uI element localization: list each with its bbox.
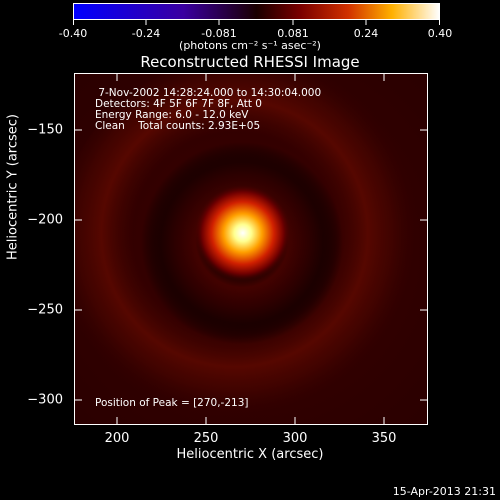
colorbar	[73, 3, 440, 20]
colorbar-tick-label: 0.081	[277, 27, 309, 40]
rhessi-image	[74, 73, 428, 425]
colorbar-units: (photons cm⁻² s⁻¹ asec⁻²)	[179, 39, 321, 52]
annotation-counts: Clean Total counts: 2.93E+05	[95, 120, 261, 132]
x-tick-label: 350	[371, 431, 397, 446]
peak-source	[194, 185, 291, 281]
x-tick-label: 250	[193, 431, 219, 446]
annotation-time-range: 7-Nov-2002 14:28:24.000 to 14:30:04.000	[95, 87, 322, 99]
y-tick-label: −250	[27, 302, 63, 318]
y-tick-label: −200	[27, 212, 63, 228]
x-tick-label: 300	[282, 431, 308, 446]
image-title: Reconstructed RHESSI Image	[140, 53, 360, 71]
colorbar-tick-label: 0.40	[427, 27, 453, 40]
colorbar-tick-label: -0.40	[58, 27, 88, 40]
annotation-peak-position: Position of Peak = [270,-213]	[95, 397, 249, 409]
colorbar-tick-label: -0.24	[131, 27, 161, 40]
colorbar-tick-label: 0.24	[353, 27, 379, 40]
colorbar-tick-label: -0.081	[201, 27, 237, 40]
annotation-energy: Energy Range: 6.0 - 12.0 keV	[95, 109, 249, 121]
axes-ticks	[74, 73, 428, 425]
colorbar-ticks	[73, 20, 440, 25]
y-tick-label: −300	[27, 392, 63, 408]
timestamp: 15-Apr-2013 21:31	[392, 485, 496, 498]
annotation-detectors: Detectors: 4F 5F 6F 7F 8F, Att 0	[95, 98, 262, 110]
x-tick-label: 200	[104, 431, 130, 446]
y-axis-label: Heliocentric Y (arcsec)	[5, 114, 21, 260]
x-axis-label: Heliocentric X (arcsec)	[176, 447, 324, 462]
y-tick-label: −150	[27, 122, 63, 138]
